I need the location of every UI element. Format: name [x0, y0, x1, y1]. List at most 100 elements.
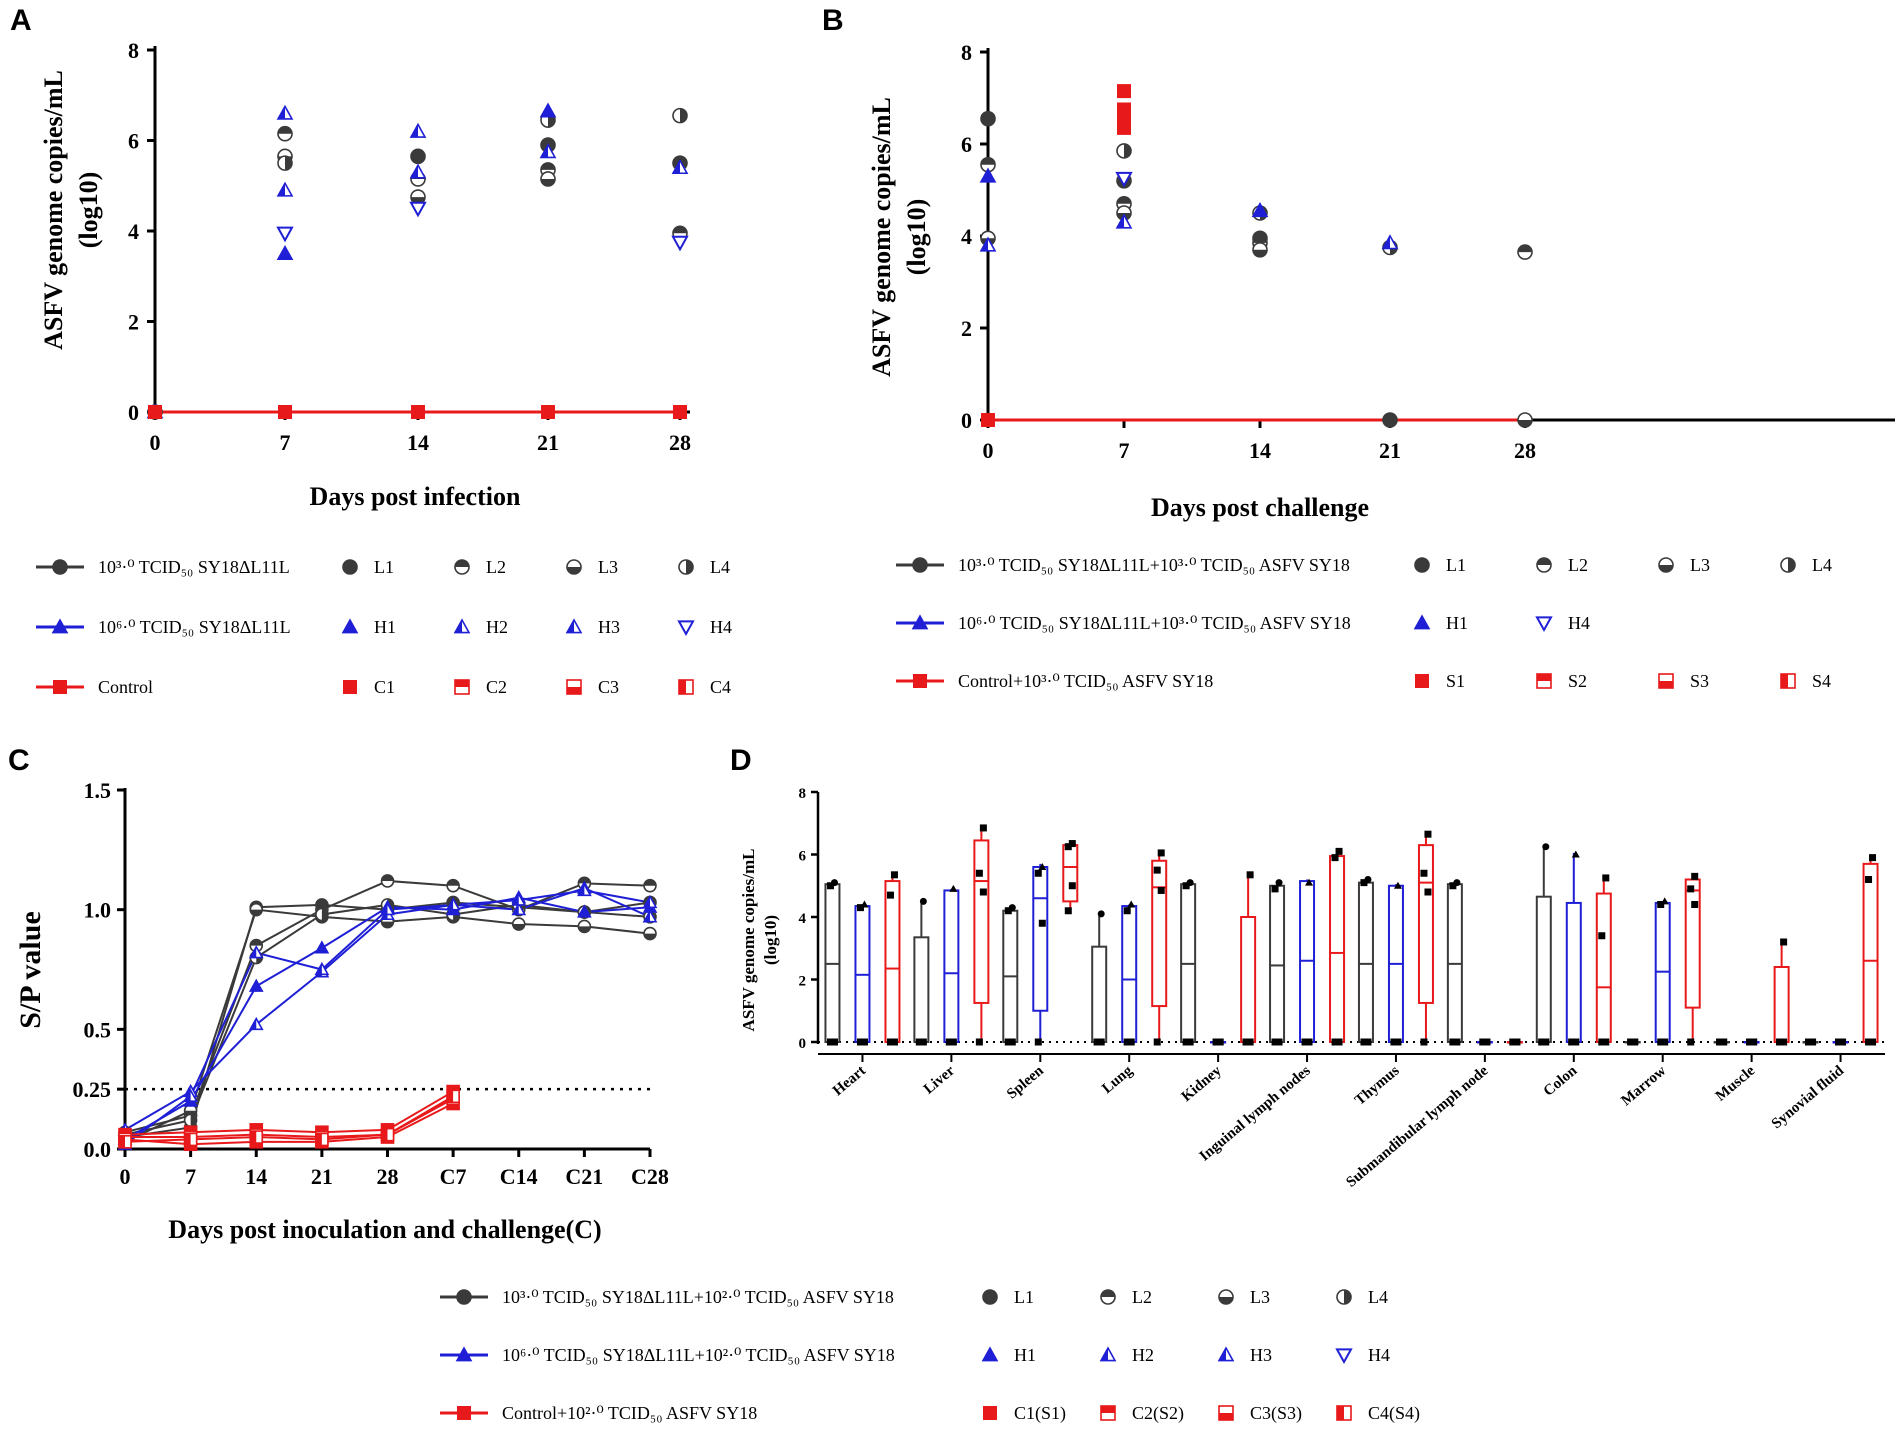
box-body: [1329, 855, 1346, 1043]
marker-fill: [673, 160, 680, 174]
box-body: [1535, 895, 1552, 1043]
high-data-point: [1251, 202, 1269, 218]
marker-fill: [315, 963, 322, 975]
data-point: [1598, 1038, 1606, 1046]
control-box: [1062, 840, 1079, 915]
high-series-point: [314, 961, 330, 976]
data-point: [1360, 879, 1368, 887]
low-box: [1535, 843, 1552, 1046]
low-box: [1269, 879, 1286, 1046]
marker-fill: [285, 156, 292, 171]
control-box: [973, 824, 990, 1046]
high-data-point: [1115, 171, 1133, 188]
box-body: [943, 889, 960, 1043]
marker-fill: [278, 183, 285, 196]
low-series-point: [183, 1113, 198, 1128]
data-point: [1004, 1038, 1012, 1046]
legend-symbol: [454, 559, 470, 575]
box-body: [1773, 966, 1790, 1043]
legend-symbol-label: L2: [1568, 555, 1588, 575]
control-box: [1417, 830, 1434, 1046]
marker-outline: [1535, 616, 1553, 633]
marker-outline: [539, 102, 557, 118]
control-data-point: [1117, 84, 1131, 99]
marker-outline: [1115, 171, 1133, 188]
marker-outline: [981, 413, 995, 427]
data-point: [1776, 1038, 1784, 1046]
legend-symbol-label: S2: [1568, 671, 1587, 691]
low-series-point: [643, 926, 657, 941]
legend-symbol: [1658, 673, 1674, 689]
control-series-line: [124, 1090, 454, 1136]
data-point: [1038, 919, 1046, 927]
marker-outline: [1415, 674, 1429, 688]
data-point: [1483, 1038, 1491, 1046]
data-point: [975, 1038, 983, 1046]
legend-symbol-label: H1: [374, 617, 396, 637]
data-point: [919, 1038, 927, 1046]
data-point: [1542, 1038, 1550, 1046]
legend-series-label: 10³·⁰ TCID₅₀ SY18ΔL11L: [98, 557, 290, 577]
marker-fill: [1253, 235, 1267, 243]
data-point: [1335, 847, 1343, 855]
marker-fill: [119, 1128, 131, 1135]
panel-d-ylabel-line1: ASFV genome copies/mL: [739, 849, 758, 1032]
x-tick-label: C7: [440, 1164, 467, 1189]
control-series-point: [118, 1135, 132, 1149]
legend-line-marker: [51, 618, 69, 634]
marker-fill: [1518, 420, 1532, 427]
data-point: [830, 1038, 838, 1046]
marker-fill: [1219, 1297, 1233, 1304]
box-body: [1565, 901, 1582, 1043]
high-box: [1654, 897, 1671, 1046]
legend-symbol-label: C2(S2): [1132, 1403, 1184, 1424]
low-data-point: [277, 125, 293, 142]
data-point: [1393, 881, 1402, 889]
data-point: [1631, 1038, 1639, 1046]
marker-fill: [250, 1131, 257, 1144]
panel-b-ylabel-line2: (log10): [902, 199, 931, 276]
marker-outline: [276, 226, 294, 243]
legend-symbol: [1658, 557, 1674, 573]
panel-d: D ASFV genome copies/mL (log10) 0 2 4 6 8 Hea…: [730, 744, 1885, 1191]
high-data-point: [1381, 234, 1399, 250]
data-point: [1127, 900, 1136, 908]
marker-fill: [541, 162, 556, 170]
marker-outline: [278, 405, 292, 419]
box-body: [1269, 884, 1286, 1043]
marker-fill: [567, 567, 581, 574]
category-label: Kidney: [1179, 1062, 1225, 1105]
data-point: [1242, 1038, 1250, 1046]
low-series-point: [446, 878, 460, 893]
legend-symbol: [1780, 557, 1796, 573]
control-series-line: [124, 1095, 454, 1143]
data-point: [1360, 1038, 1368, 1046]
marker-fill: [381, 874, 394, 881]
data-point: [860, 1038, 868, 1046]
data-point: [1390, 1038, 1398, 1046]
control-data-point: [278, 405, 292, 419]
legend-symbol: [1218, 1405, 1234, 1421]
y-tick-label: 6: [799, 849, 807, 865]
marker-fill: [250, 1123, 263, 1130]
marker-fill: [119, 1135, 125, 1148]
marker-outline: [1117, 120, 1131, 135]
marker-fill: [644, 933, 656, 940]
legend-symbol: [1415, 674, 1429, 688]
legend-symbol: [1413, 614, 1431, 630]
legend-symbol: [1336, 1289, 1352, 1305]
legend-series-label: Control+10³·⁰ TCID₅₀ ASFV SY18: [958, 671, 1213, 691]
legend-symbol: [1536, 673, 1552, 689]
data-point: [1008, 1038, 1016, 1046]
marker-fill: [1383, 235, 1390, 249]
data-point: [1305, 878, 1314, 886]
marker-fill: [1219, 1348, 1226, 1361]
box-body: [1062, 844, 1079, 903]
legend-symbol-label: L4: [710, 557, 730, 577]
data-point: [1542, 843, 1550, 851]
low-data-point: [980, 110, 996, 127]
legend-symbol-label: L3: [598, 557, 618, 577]
marker-fill: [381, 921, 394, 928]
y-tick-label: 1.5: [84, 778, 112, 803]
high-box: [1743, 1038, 1760, 1046]
